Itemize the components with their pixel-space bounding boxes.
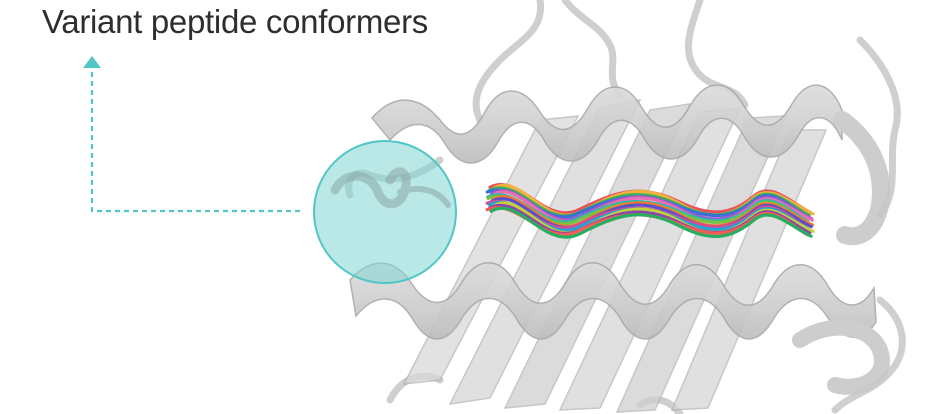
callout-magnifier bbox=[313, 140, 457, 284]
diagram-title: Variant peptide conformers bbox=[42, 3, 428, 40]
upper-alpha-helix bbox=[371, 84, 890, 246]
callout-helix bbox=[330, 167, 451, 209]
callout-leader bbox=[83, 56, 304, 213]
peptide-conformer-bundle bbox=[485, 183, 815, 239]
lower-alpha-helix bbox=[349, 262, 890, 395]
callout-circle bbox=[313, 140, 457, 284]
peptide-strand bbox=[489, 206, 813, 239]
arrow-up-icon bbox=[83, 56, 101, 68]
leader-line bbox=[90, 72, 304, 213]
